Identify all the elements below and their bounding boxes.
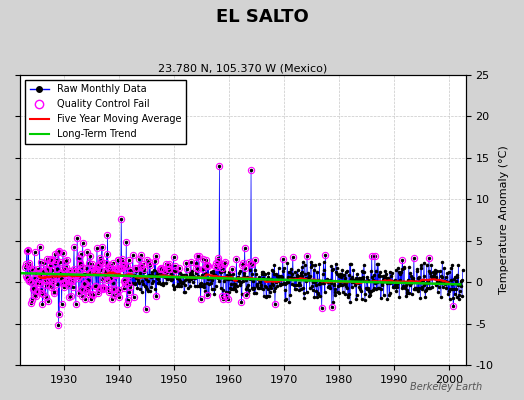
Text: Berkeley Earth: Berkeley Earth: [410, 382, 482, 392]
Y-axis label: Temperature Anomaly (°C): Temperature Anomaly (°C): [499, 146, 509, 294]
Text: EL SALTO: EL SALTO: [215, 8, 309, 26]
Legend: Raw Monthly Data, Quality Control Fail, Five Year Moving Average, Long-Term Tren: Raw Monthly Data, Quality Control Fail, …: [25, 80, 186, 144]
Title: 23.780 N, 105.370 W (Mexico): 23.780 N, 105.370 W (Mexico): [158, 64, 328, 74]
